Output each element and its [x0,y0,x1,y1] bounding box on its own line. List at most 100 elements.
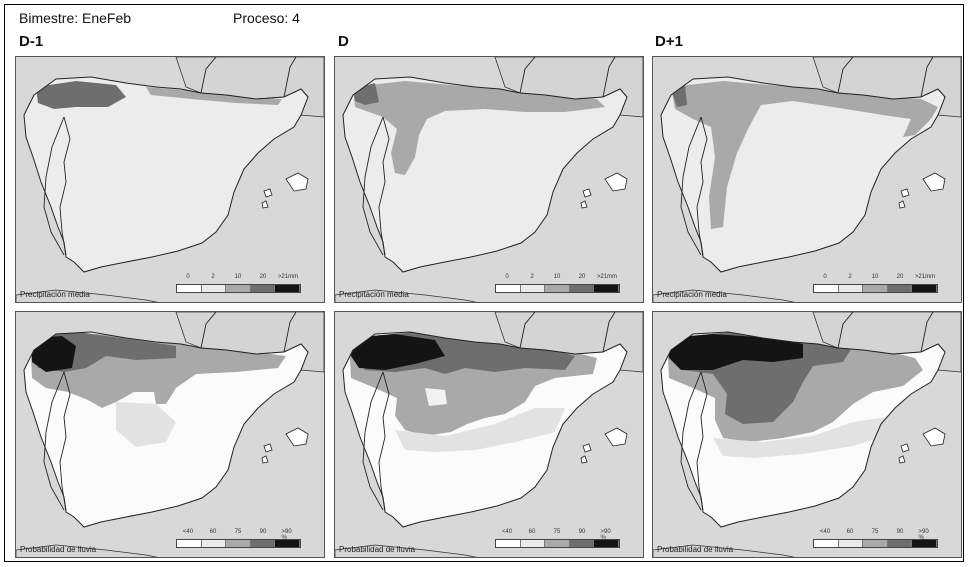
legend-tick-label: 2 [530,274,534,280]
map-canvas [16,57,324,302]
color-legend: <40 60 75 90 >90 % [495,529,620,551]
legend-tick-label: <40 [501,529,513,535]
legend-tick-label: 90 [578,529,586,535]
country-borders [43,312,297,511]
color-legend: 0 2 10 20 >21mm [813,274,938,296]
map-panel-prob-d-minus-1: Probabilidad de lluvia <40 60 75 90 >90 % [15,311,325,558]
legend-swatch [887,285,913,292]
country-borders [680,57,934,256]
north-africa-land [653,544,796,557]
legend-tick-label: 0 [505,274,509,280]
legend-tick-label: 0 [823,274,827,280]
balearic-island [604,172,628,192]
precipitation-contour [395,408,565,452]
column-title-d-plus-1: D+1 [655,33,683,50]
map-canvas [335,57,643,302]
column-title-d-minus-1: D-1 [19,33,44,50]
legend-swatch [912,540,937,547]
precipitation-contour [671,81,938,229]
legend-swatch [177,540,202,547]
balearic-island [263,443,273,453]
legend-swatch [226,540,251,547]
precipitation-contour [32,336,76,372]
legend-tick-label: >90 % [600,529,611,541]
panel-label: Precipitación media [657,290,727,299]
precipitation-contour [669,334,803,370]
legend-swatch [275,540,300,547]
color-legend: <40 60 75 90 >90 % [176,529,301,551]
north-africa-land [335,544,478,557]
legend-swatch [569,285,595,292]
column-title-d: D [338,33,349,50]
legend-tick-label: 10 [553,274,561,280]
country-borders [680,312,934,511]
legend-swatch [814,285,839,292]
panel-label: Precipitación media [20,290,90,299]
balearic-island [285,172,309,192]
balearic-island [898,455,906,464]
legend-swatch [496,540,521,547]
balearic-island [922,427,946,447]
legend-swatch [569,540,595,547]
figure-frame: Bimestre: EneFeb Proceso: 4 D-1 D D+1 Pr… [4,4,964,562]
legend-tick-label: 90 [259,529,267,535]
proceso-label: Proceso: 4 [233,10,300,26]
panel-label: Probabilidad de lluvia [20,545,97,554]
legend-swatch [201,285,227,292]
legend-swatch [545,285,570,292]
panel-label: Probabilidad de lluvia [339,545,416,554]
legend-tick-label: 60 [846,529,854,535]
coastline [23,76,309,273]
balearic-island [604,427,628,447]
coastline [342,76,628,273]
legend-tick-label: 2 [848,274,852,280]
legend-swatch [496,285,521,292]
legend-tick-label: 75 [553,529,561,535]
legend-tick-label: 10 [871,274,879,280]
color-legend: 0 2 10 20 >21mm [495,274,620,296]
precipitation-contour [425,388,447,406]
legend-swatch [863,540,888,547]
legend-swatch [838,540,864,547]
legend-tick-label: <40 [182,529,194,535]
balearic-island [898,200,906,209]
legend-swatch [250,540,276,547]
legend-tick-label: 90 [896,529,904,535]
balearic-island [261,455,269,464]
legend-swatch [545,540,570,547]
legend-swatch [275,285,300,292]
north-africa-land [653,289,796,302]
color-legend: 0 2 10 20 >21mm [176,274,301,296]
coastline [660,76,946,273]
legend-swatch [250,285,276,292]
legend-tick-label: >21mm [914,274,936,280]
coastline [23,331,309,528]
legend-swatch [520,540,546,547]
balearic-island [900,443,910,453]
legend-tick-label: 10 [234,274,242,280]
balearic-island [285,427,309,447]
map-panel-precip-d-minus-1: Precipitación media 0 2 10 20 >21mm [15,56,325,303]
country-borders [362,57,616,256]
precipitation-contour [36,81,126,109]
balearic-island [582,188,592,198]
iberia-base [24,77,308,272]
balearic-island [263,188,273,198]
legend-tick-label: 75 [871,529,879,535]
legend-swatch [201,540,227,547]
legend-tick-label: >90 % [918,529,929,541]
north-africa-land [16,544,159,557]
precipitation-contour [713,416,893,458]
legend-swatch [912,285,937,292]
legend-swatch [594,285,619,292]
panel-label: Precipitación media [339,290,409,299]
map-panel-prob-d-plus-1: Probabilidad de lluvia <40 60 75 90 >90 % [652,311,962,558]
legend-swatch [594,540,619,547]
legend-tick-label: 2 [211,274,215,280]
legend-tick-label: <40 [819,529,831,535]
legend-swatch [177,285,202,292]
country-borders [43,57,297,256]
north-africa-land [16,289,159,302]
legend-tick-label: 0 [186,274,190,280]
precipitation-contour [353,81,605,175]
